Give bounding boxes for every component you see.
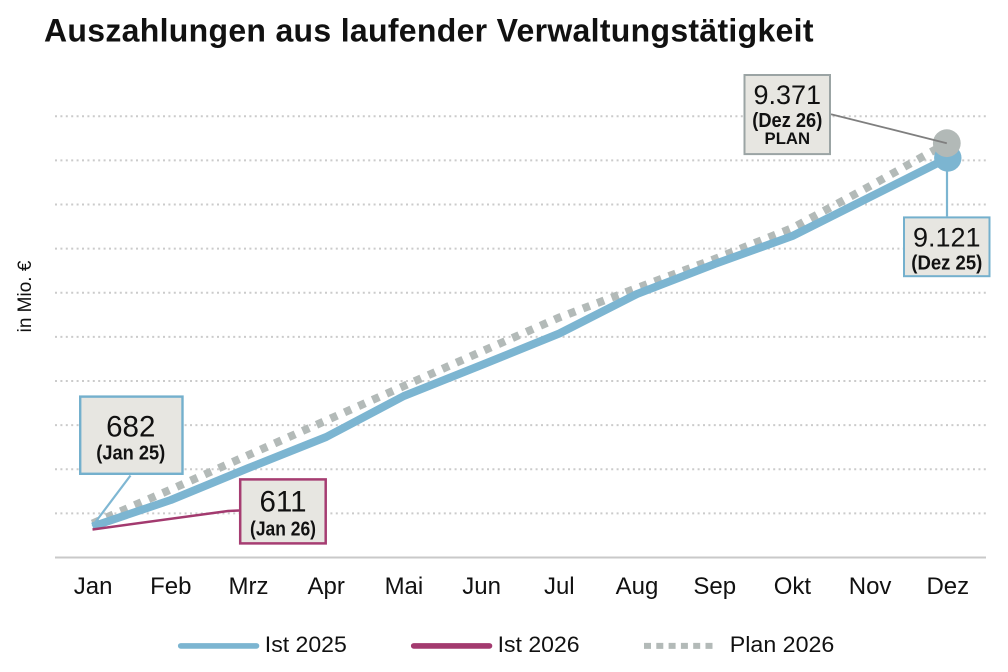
svg-text:Apr: Apr bbox=[308, 573, 345, 600]
svg-text:Sep: Sep bbox=[693, 573, 736, 600]
svg-text:Ist 2026: Ist 2026 bbox=[498, 632, 580, 657]
svg-text:Mai: Mai bbox=[385, 573, 424, 600]
svg-text:Plan 2026: Plan 2026 bbox=[730, 632, 835, 657]
svg-text:Jan: Jan bbox=[74, 573, 113, 600]
svg-text:Ist 2025: Ist 2025 bbox=[265, 632, 347, 657]
svg-text:Nov: Nov bbox=[849, 573, 892, 600]
svg-text:(Jan 25): (Jan 25) bbox=[96, 442, 165, 464]
svg-text:682: 682 bbox=[106, 410, 155, 443]
svg-text:Dez: Dez bbox=[926, 573, 969, 600]
svg-text:Auszahlungen aus laufender Ver: Auszahlungen aus laufender Verwaltungstä… bbox=[44, 13, 814, 49]
svg-text:Aug: Aug bbox=[616, 573, 659, 600]
svg-text:Mrz: Mrz bbox=[229, 573, 269, 600]
svg-text:9.371: 9.371 bbox=[754, 80, 822, 110]
svg-text:Okt: Okt bbox=[774, 573, 812, 600]
svg-text:(Dez 26): (Dez 26) bbox=[752, 110, 822, 132]
svg-text:(Dez 25): (Dez 25) bbox=[911, 253, 982, 275]
svg-text:in Mio. €: in Mio. € bbox=[15, 260, 36, 332]
svg-text:Jun: Jun bbox=[462, 573, 501, 600]
svg-text:PLAN: PLAN bbox=[765, 129, 811, 148]
svg-text:611: 611 bbox=[259, 486, 306, 519]
svg-text:9.121: 9.121 bbox=[913, 223, 981, 253]
svg-text:Feb: Feb bbox=[150, 573, 191, 600]
svg-text:(Jan 26): (Jan 26) bbox=[250, 519, 316, 541]
svg-text:Jul: Jul bbox=[544, 573, 575, 600]
